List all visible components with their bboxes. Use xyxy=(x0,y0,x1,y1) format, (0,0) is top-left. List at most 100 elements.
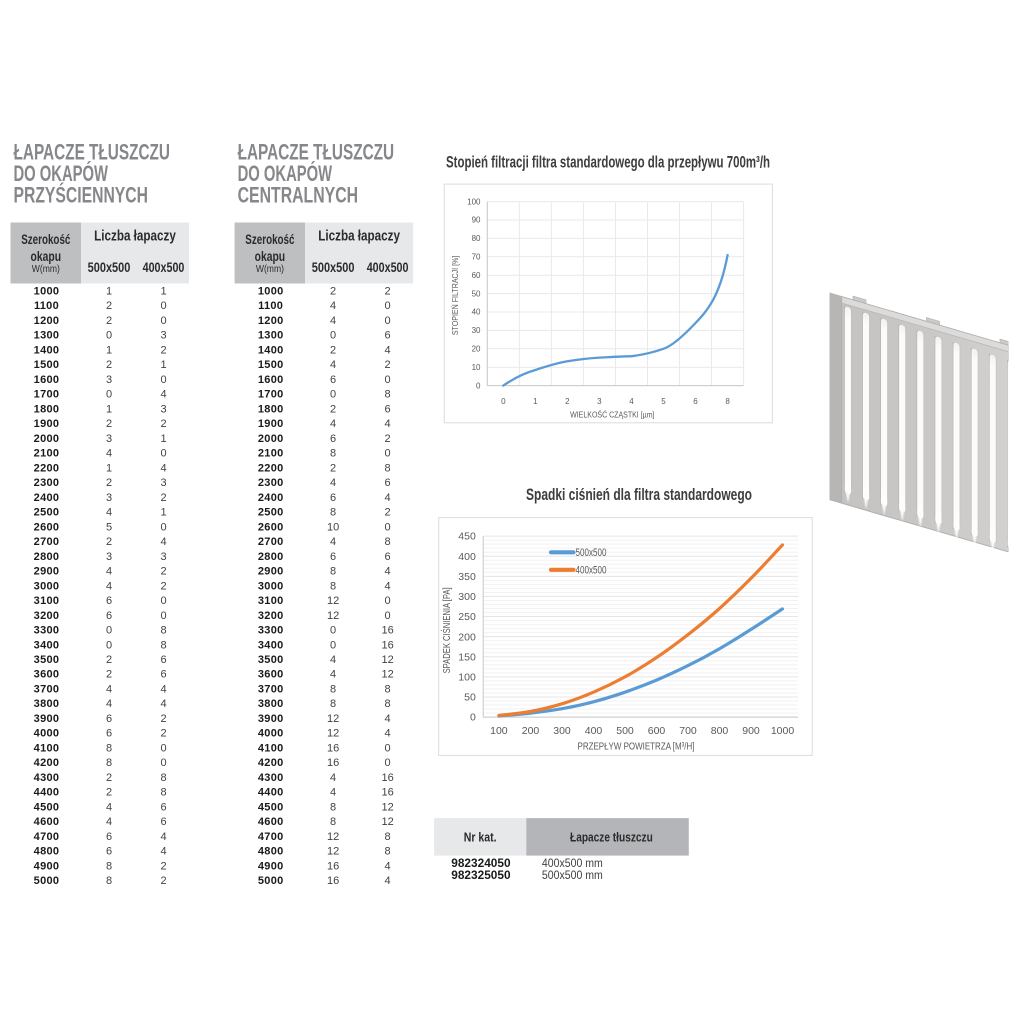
svg-text:450: 450 xyxy=(458,531,476,543)
svg-text:600: 600 xyxy=(648,725,666,737)
svg-text:CENTRALNYCH: CENTRALNYCH xyxy=(238,182,359,207)
svg-text:4: 4 xyxy=(330,300,336,312)
svg-text:12: 12 xyxy=(327,713,339,725)
svg-text:2: 2 xyxy=(330,462,336,474)
svg-text:500x500: 500x500 xyxy=(312,259,355,275)
svg-text:4000: 4000 xyxy=(258,728,284,740)
svg-text:1100: 1100 xyxy=(34,300,59,312)
svg-text:8: 8 xyxy=(385,846,391,858)
svg-text:5: 5 xyxy=(106,521,112,533)
svg-text:4600: 4600 xyxy=(258,816,284,828)
svg-text:2: 2 xyxy=(106,359,112,371)
svg-text:4: 4 xyxy=(385,728,391,740)
svg-text:0: 0 xyxy=(160,610,166,622)
svg-text:4: 4 xyxy=(330,477,336,489)
svg-text:8: 8 xyxy=(385,462,391,474)
svg-text:3100: 3100 xyxy=(34,595,60,607)
svg-text:500x500: 500x500 xyxy=(576,547,607,559)
svg-text:2500: 2500 xyxy=(34,507,60,519)
svg-text:6: 6 xyxy=(330,551,336,563)
svg-text:100: 100 xyxy=(490,725,508,737)
svg-text:4: 4 xyxy=(106,566,112,578)
svg-text:1000: 1000 xyxy=(34,286,60,298)
svg-text:ŁAPACZE TŁUSZCZU: ŁAPACZE TŁUSZCZU xyxy=(14,139,171,164)
svg-text:150: 150 xyxy=(458,651,476,663)
svg-text:2: 2 xyxy=(385,286,391,298)
svg-text:60: 60 xyxy=(472,271,481,280)
svg-text:20: 20 xyxy=(472,345,481,354)
svg-text:100: 100 xyxy=(467,197,481,206)
svg-text:4: 4 xyxy=(385,580,391,592)
svg-text:2900: 2900 xyxy=(258,566,284,578)
svg-text:1900: 1900 xyxy=(34,418,60,430)
svg-text:2: 2 xyxy=(106,315,112,327)
svg-text:3300: 3300 xyxy=(34,625,60,637)
svg-text:8: 8 xyxy=(106,875,112,887)
svg-text:80: 80 xyxy=(472,234,481,243)
svg-text:1: 1 xyxy=(106,462,112,474)
svg-text:0: 0 xyxy=(160,757,166,769)
svg-text:4: 4 xyxy=(385,492,391,504)
svg-text:2: 2 xyxy=(160,345,166,357)
svg-text:12: 12 xyxy=(327,728,339,740)
svg-text:2: 2 xyxy=(106,536,112,548)
svg-text:8: 8 xyxy=(330,684,336,696)
svg-text:2: 2 xyxy=(106,477,112,489)
svg-text:6: 6 xyxy=(160,654,166,666)
svg-text:6: 6 xyxy=(106,595,112,607)
svg-text:4: 4 xyxy=(330,654,336,666)
svg-text:4: 4 xyxy=(106,580,112,592)
svg-text:W(mm): W(mm) xyxy=(32,263,60,275)
svg-text:16: 16 xyxy=(381,787,393,799)
svg-text:16: 16 xyxy=(327,860,339,872)
svg-text:250: 250 xyxy=(458,611,476,623)
svg-text:6: 6 xyxy=(160,816,166,828)
svg-text:350: 350 xyxy=(458,571,476,583)
svg-text:3: 3 xyxy=(160,551,166,563)
svg-text:4: 4 xyxy=(106,448,112,460)
svg-text:okapu: okapu xyxy=(31,249,62,264)
svg-text:0: 0 xyxy=(385,448,391,460)
svg-text:3: 3 xyxy=(160,330,166,342)
svg-text:4700: 4700 xyxy=(34,831,60,843)
svg-text:8: 8 xyxy=(385,831,391,843)
svg-text:200: 200 xyxy=(522,725,540,737)
svg-text:0: 0 xyxy=(385,374,391,386)
svg-text:2600: 2600 xyxy=(34,521,60,533)
svg-text:W(mm): W(mm) xyxy=(256,263,284,275)
svg-text:0: 0 xyxy=(106,389,112,401)
svg-text:4500: 4500 xyxy=(34,801,60,813)
svg-text:1000: 1000 xyxy=(771,725,795,737)
svg-text:4: 4 xyxy=(385,713,391,725)
svg-text:0: 0 xyxy=(106,330,112,342)
svg-text:1: 1 xyxy=(106,286,112,298)
svg-text:6: 6 xyxy=(330,374,336,386)
svg-text:8: 8 xyxy=(106,757,112,769)
svg-text:PRZEPŁYW POWIETRZA [M³/H]: PRZEPŁYW POWIETRZA [M³/H] xyxy=(578,741,695,753)
svg-text:4: 4 xyxy=(330,315,336,327)
svg-text:16: 16 xyxy=(381,625,393,637)
svg-text:4: 4 xyxy=(160,846,166,858)
svg-text:2800: 2800 xyxy=(258,551,284,563)
svg-text:1: 1 xyxy=(160,507,166,519)
svg-text:3800: 3800 xyxy=(34,698,60,710)
svg-text:2300: 2300 xyxy=(34,477,60,489)
svg-text:400x500: 400x500 xyxy=(576,564,607,576)
svg-text:0: 0 xyxy=(160,521,166,533)
svg-text:4600: 4600 xyxy=(34,816,60,828)
svg-text:50: 50 xyxy=(464,692,476,704)
svg-text:0: 0 xyxy=(160,742,166,754)
svg-text:Stopień filtracji filtra stand: Stopień filtracji filtra standardowego d… xyxy=(446,152,770,171)
svg-text:1200: 1200 xyxy=(34,315,60,327)
svg-text:2: 2 xyxy=(160,875,166,887)
svg-text:4: 4 xyxy=(330,536,336,548)
svg-text:100: 100 xyxy=(458,672,476,684)
svg-text:6: 6 xyxy=(106,610,112,622)
svg-text:0: 0 xyxy=(385,742,391,754)
svg-text:2: 2 xyxy=(385,507,391,519)
svg-text:12: 12 xyxy=(381,669,393,681)
svg-text:8: 8 xyxy=(725,397,730,406)
svg-text:4: 4 xyxy=(160,536,166,548)
svg-text:8: 8 xyxy=(385,698,391,710)
svg-text:8: 8 xyxy=(106,860,112,872)
